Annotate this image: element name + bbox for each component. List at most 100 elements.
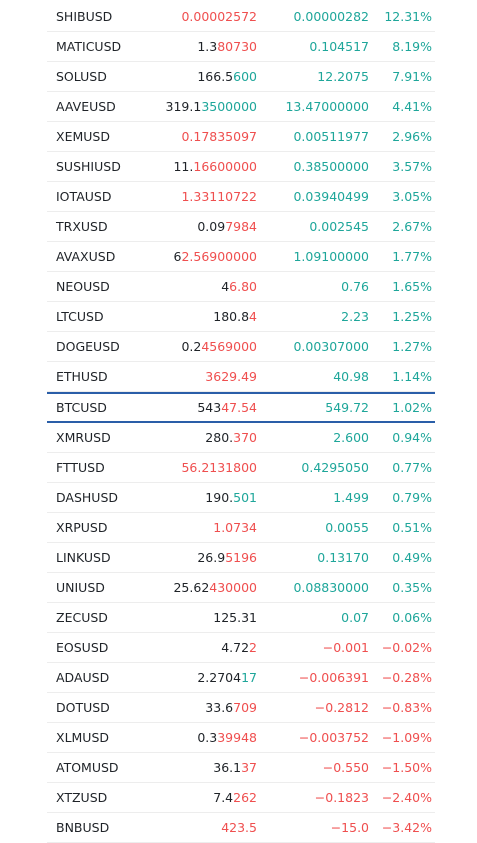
last-price: 423.5 (221, 813, 257, 843)
last-price-changed-digits: 7984 (225, 219, 257, 234)
change-percent: 0.77% (392, 460, 432, 475)
last-price-changed-digits: 1.33110722 (181, 189, 257, 204)
last-price-base: 0.2 (181, 339, 202, 354)
change-percent: −0.02% (381, 640, 432, 655)
watchlist-row[interactable]: BTCUSD 54347.54 549.72 1.02% (47, 392, 435, 423)
symbol-label: XEMUSD (56, 129, 110, 144)
symbol-label: BTCUSD (56, 400, 107, 415)
symbol-label: AVAXUSD (56, 249, 116, 264)
change-percent: 1.02% (392, 400, 432, 415)
watchlist-row[interactable]: LINKUSD 26.95196 0.13170 0.49% (47, 543, 435, 573)
change-value: 2.600 (333, 430, 369, 445)
last-price-base: 33.6 (205, 700, 234, 715)
symbol-label: ETHUSD (56, 369, 108, 384)
change-value: 0.13170 (317, 550, 369, 565)
change-value: −15.0 (330, 820, 369, 835)
last-price: 190.501 (205, 483, 257, 513)
last-price-changed-digits: 0.00002572 (181, 9, 257, 24)
last-price-base: 4 (221, 279, 230, 294)
watchlist-row[interactable]: DOGEUSD 0.24569000 0.00307000 1.27% (47, 332, 435, 362)
last-price-changed-digits: 17 (241, 670, 257, 685)
change-value: −0.550 (322, 760, 369, 775)
watchlist-row[interactable]: ADAUSD 2.270417 −0.006391 −0.28% (47, 663, 435, 693)
last-price-changed-digits: 2.56900000 (181, 249, 257, 264)
last-price-changed-digits: 16600000 (193, 159, 257, 174)
last-price-changed-digits: 4 (249, 309, 257, 324)
last-price: 36.137 (213, 753, 257, 783)
symbol-label: IOTAUSD (56, 189, 112, 204)
last-price-base: 319.1 (165, 99, 202, 114)
last-price: 3629.49 (205, 362, 257, 392)
watchlist-row[interactable]: UNIUSD 25.62430000 0.08830000 0.35% (47, 573, 435, 603)
change-percent: 4.41% (392, 99, 432, 114)
watchlist-row[interactable]: TRXUSD 0.097984 0.002545 2.67% (47, 212, 435, 242)
change-percent: 1.65% (392, 279, 432, 294)
symbol-label: ATOMUSD (56, 760, 119, 775)
last-price-base: 180.8 (213, 309, 250, 324)
last-price-changed-digits: 370 (233, 430, 257, 445)
watchlist-row[interactable]: XLMUSD 0.339948 −0.003752 −1.09% (47, 723, 435, 753)
watchlist-row[interactable]: SHIBUSD 0.00002572 0.00000282 12.31% (47, 2, 435, 32)
watchlist-row[interactable]: MATICUSD 1.380730 0.104517 8.19% (47, 32, 435, 62)
last-price-changed-digits: 709 (233, 700, 257, 715)
change-percent: 3.05% (392, 189, 432, 204)
watchlist-row[interactable]: SOLUSD 166.5600 12.2075 7.91% (47, 62, 435, 92)
symbol-label: XTZUSD (56, 790, 108, 805)
last-price: 33.6709 (205, 693, 257, 723)
last-price: 166.5600 (197, 62, 257, 92)
change-value: 0.76 (341, 279, 369, 294)
last-price: 0.00002572 (181, 2, 257, 32)
watchlist-row[interactable]: XEMUSD 0.17835097 0.00511977 2.96% (47, 122, 435, 152)
change-value: 0.38500000 (293, 159, 369, 174)
change-value: 0.03940499 (293, 189, 369, 204)
watchlist-row[interactable]: FTTUSD 56.2131800 0.4295050 0.77% (47, 453, 435, 483)
symbol-label: LTCUSD (56, 309, 104, 324)
watchlist-row[interactable]: DASHUSD 190.501 1.499 0.79% (47, 483, 435, 513)
watchlist-row[interactable]: IOTAUSD 1.33110722 0.03940499 3.05% (47, 182, 435, 212)
watchlist-row[interactable]: DOTUSD 33.6709 −0.2812 −0.83% (47, 693, 435, 723)
symbol-label: FTTUSD (56, 460, 105, 475)
last-price: 125.31 (213, 603, 257, 633)
last-price-changed-digits: 47.54 (221, 400, 257, 415)
last-price-base: 6 (173, 249, 182, 264)
symbol-label: SOLUSD (56, 69, 107, 84)
watchlist-row[interactable]: ZECUSD 125.31 0.07 0.06% (47, 603, 435, 633)
change-value: −0.001 (322, 640, 369, 655)
symbol-label: BNBUSD (56, 820, 110, 835)
last-price: 62.56900000 (173, 242, 257, 272)
last-price-base: 36.1 (213, 760, 242, 775)
last-price-changed-digits: 501 (233, 490, 257, 505)
watchlist-row[interactable]: AAVEUSD 319.13500000 13.47000000 4.41% (47, 92, 435, 122)
watchlist-row[interactable]: ETHUSD 3629.49 40.98 1.14% (47, 362, 435, 392)
last-price-base: 1.3 (197, 39, 218, 54)
change-value: 12.2075 (317, 69, 369, 84)
change-value: 549.72 (325, 400, 369, 415)
watchlist-row[interactable]: NEOUSD 46.80 0.76 1.65% (47, 272, 435, 302)
last-price-base: 280. (205, 430, 234, 445)
watchlist-row[interactable]: EOSUSD 4.722 −0.001 −0.02% (47, 633, 435, 663)
watchlist-row[interactable]: AVAXUSD 62.56900000 1.09100000 1.77% (47, 242, 435, 272)
symbol-label: DOTUSD (56, 700, 110, 715)
last-price: 1.380730 (197, 32, 257, 62)
change-percent: −0.28% (381, 670, 432, 685)
watchlist-row[interactable]: XRPUSD 1.0734 0.0055 0.51% (47, 513, 435, 543)
watchlist-row[interactable]: XTZUSD 7.4262 −0.1823 −2.40% (47, 783, 435, 813)
change-percent: −1.50% (381, 760, 432, 775)
symbol-label: AAVEUSD (56, 99, 116, 114)
watchlist-row[interactable]: ATOMUSD 36.137 −0.550 −1.50% (47, 753, 435, 783)
watchlist-row[interactable]: SUSHIUSD 11.16600000 0.38500000 3.57% (47, 152, 435, 182)
watchlist-row[interactable]: BNBUSD 423.5 −15.0 −3.42% (47, 813, 435, 843)
watchlist-row[interactable]: LTCUSD 180.84 2.23 1.25% (47, 302, 435, 332)
symbol-label: XRPUSD (56, 520, 108, 535)
watchlist-row[interactable]: XMRUSD 280.370 2.600 0.94% (47, 423, 435, 453)
symbol-label: DOGEUSD (56, 339, 120, 354)
change-value: 1.09100000 (293, 249, 369, 264)
symbol-label: EOSUSD (56, 640, 109, 655)
change-percent: 0.49% (392, 550, 432, 565)
change-percent: 1.25% (392, 309, 432, 324)
change-percent: 1.77% (392, 249, 432, 264)
change-percent: 2.67% (392, 219, 432, 234)
last-price: 0.339948 (197, 723, 257, 753)
last-price: 0.097984 (197, 212, 257, 242)
change-value: 0.002545 (309, 219, 369, 234)
